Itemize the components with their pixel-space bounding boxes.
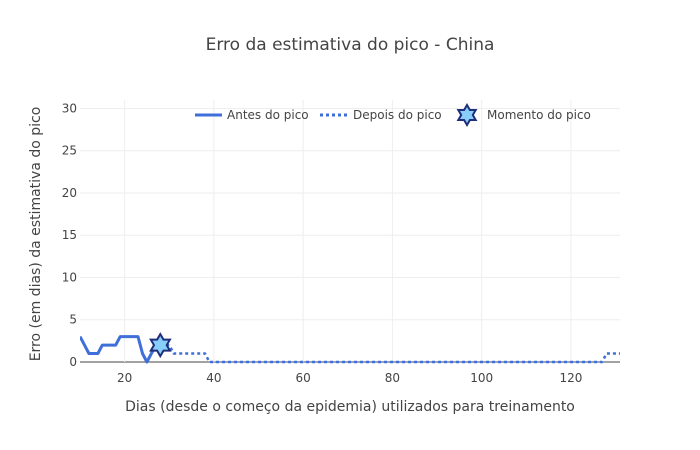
y-tick-label: 25 (62, 144, 77, 158)
legend-label: Depois do pico (353, 108, 442, 122)
legend: Antes do pico Depois do pico Momento do pi… (195, 103, 591, 127)
x-tick-label: 100 (470, 371, 493, 385)
x-tick-label: 40 (206, 371, 221, 385)
y-tick-label: 0 (69, 355, 77, 369)
series-line-after-peak (160, 343, 620, 364)
legend-label: Momento do pico (487, 108, 591, 122)
x-axis-label: Dias (desde o começo da epidemia) utiliz… (125, 399, 575, 415)
y-tick-label: 5 (69, 313, 77, 327)
y-axis-ticks: 0 5 10 15 20 25 30 (62, 101, 77, 369)
series-line-before-peak (80, 335, 161, 364)
y-tick-label: 30 (62, 101, 77, 115)
y-axis-label: Erro (em dias) da estimativa do pico (28, 107, 44, 362)
legend-swatch-peak (456, 103, 478, 127)
x-axis-ticks: 20 40 60 80 100 120 (117, 371, 582, 385)
x-tick-label: 20 (117, 371, 132, 385)
legend-label: Antes do pico (227, 108, 309, 122)
chart-title: Erro da estimativa do pico - China (206, 35, 495, 55)
y-tick-label: 10 (62, 270, 77, 284)
peak-marker (149, 332, 172, 359)
x-tick-label: 120 (559, 371, 582, 385)
x-tick-label: 60 (295, 371, 310, 385)
y-tick-label: 20 (62, 186, 77, 200)
y-tick-label: 15 (62, 228, 77, 242)
x-tick-label: 80 (385, 371, 400, 385)
gridlines (80, 100, 620, 363)
series-group (80, 332, 620, 364)
